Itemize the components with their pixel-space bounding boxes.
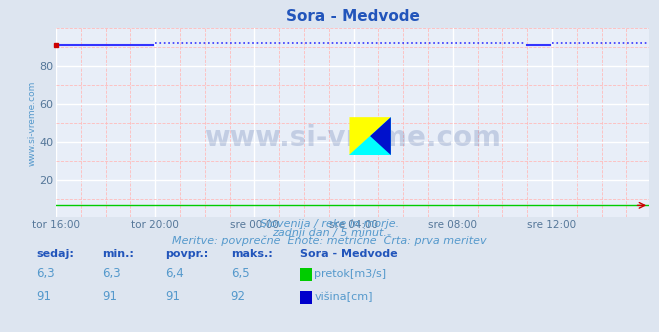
- Text: 6,3: 6,3: [102, 267, 121, 280]
- Polygon shape: [370, 117, 391, 155]
- Title: Sora - Medvode: Sora - Medvode: [285, 9, 420, 24]
- Text: 91: 91: [165, 290, 180, 303]
- Text: Sora - Medvode: Sora - Medvode: [300, 249, 397, 259]
- Text: povpr.:: povpr.:: [165, 249, 208, 259]
- Text: 92: 92: [231, 290, 246, 303]
- Text: 6,3: 6,3: [36, 267, 55, 280]
- Text: zadnji dan / 5 minut.: zadnji dan / 5 minut.: [272, 228, 387, 238]
- Text: maks.:: maks.:: [231, 249, 272, 259]
- Polygon shape: [349, 117, 391, 155]
- Text: pretok[m3/s]: pretok[m3/s]: [314, 269, 386, 279]
- Polygon shape: [349, 117, 391, 155]
- Text: Slovenija / reke in morje.: Slovenija / reke in morje.: [260, 219, 399, 229]
- Text: 6,5: 6,5: [231, 267, 249, 280]
- Text: 91: 91: [102, 290, 117, 303]
- Text: višina[cm]: višina[cm]: [314, 292, 373, 302]
- Text: 91: 91: [36, 290, 51, 303]
- Text: 6,4: 6,4: [165, 267, 183, 280]
- Text: sedaj:: sedaj:: [36, 249, 74, 259]
- Text: min.:: min.:: [102, 249, 134, 259]
- Text: www.si-vreme.com: www.si-vreme.com: [204, 124, 501, 152]
- Text: Meritve: povprečne  Enote: metrične  Črta: prva meritev: Meritve: povprečne Enote: metrične Črta:…: [172, 234, 487, 246]
- Y-axis label: www.si-vreme.com: www.si-vreme.com: [27, 80, 36, 166]
